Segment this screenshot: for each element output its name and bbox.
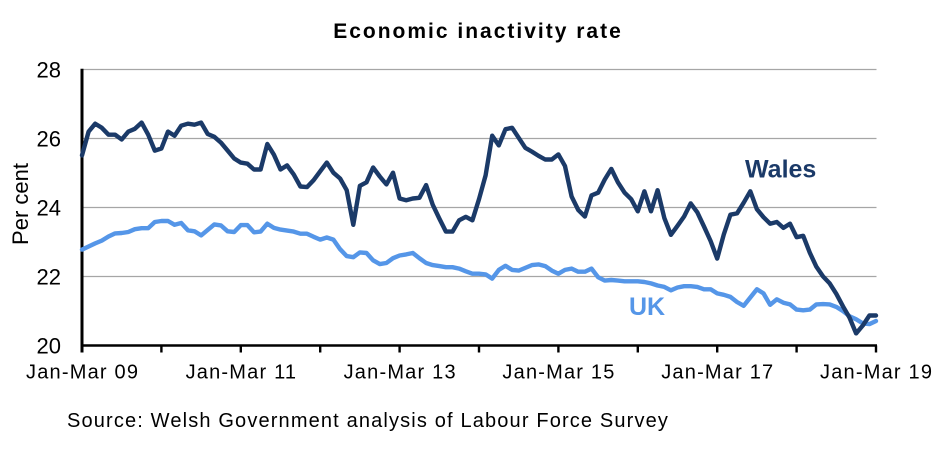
svg-text:Jan-Mar 15: Jan-Mar 15 <box>502 362 615 384</box>
svg-text:Jan-Mar 19: Jan-Mar 19 <box>820 362 933 384</box>
svg-text:26: 26 <box>37 127 61 152</box>
svg-text:Economic inactivity rate: Economic inactivity rate <box>333 20 623 43</box>
svg-text:28: 28 <box>37 58 61 83</box>
svg-text:20: 20 <box>37 334 61 359</box>
svg-text:Wales: Wales <box>745 156 816 184</box>
svg-text:Jan-Mar 17: Jan-Mar 17 <box>661 362 774 384</box>
svg-text:Jan-Mar 11: Jan-Mar 11 <box>186 362 298 384</box>
svg-text:Source: Welsh Government analy: Source: Welsh Government analysis of Lab… <box>67 410 669 432</box>
svg-text:Jan-Mar 13: Jan-Mar 13 <box>344 362 457 384</box>
svg-text:Jan-Mar 09: Jan-Mar 09 <box>26 362 139 384</box>
svg-text:22: 22 <box>37 265 61 290</box>
svg-text:Per cent: Per cent <box>8 163 33 245</box>
svg-text:24: 24 <box>37 196 61 221</box>
svg-text:UK: UK <box>629 293 665 321</box>
